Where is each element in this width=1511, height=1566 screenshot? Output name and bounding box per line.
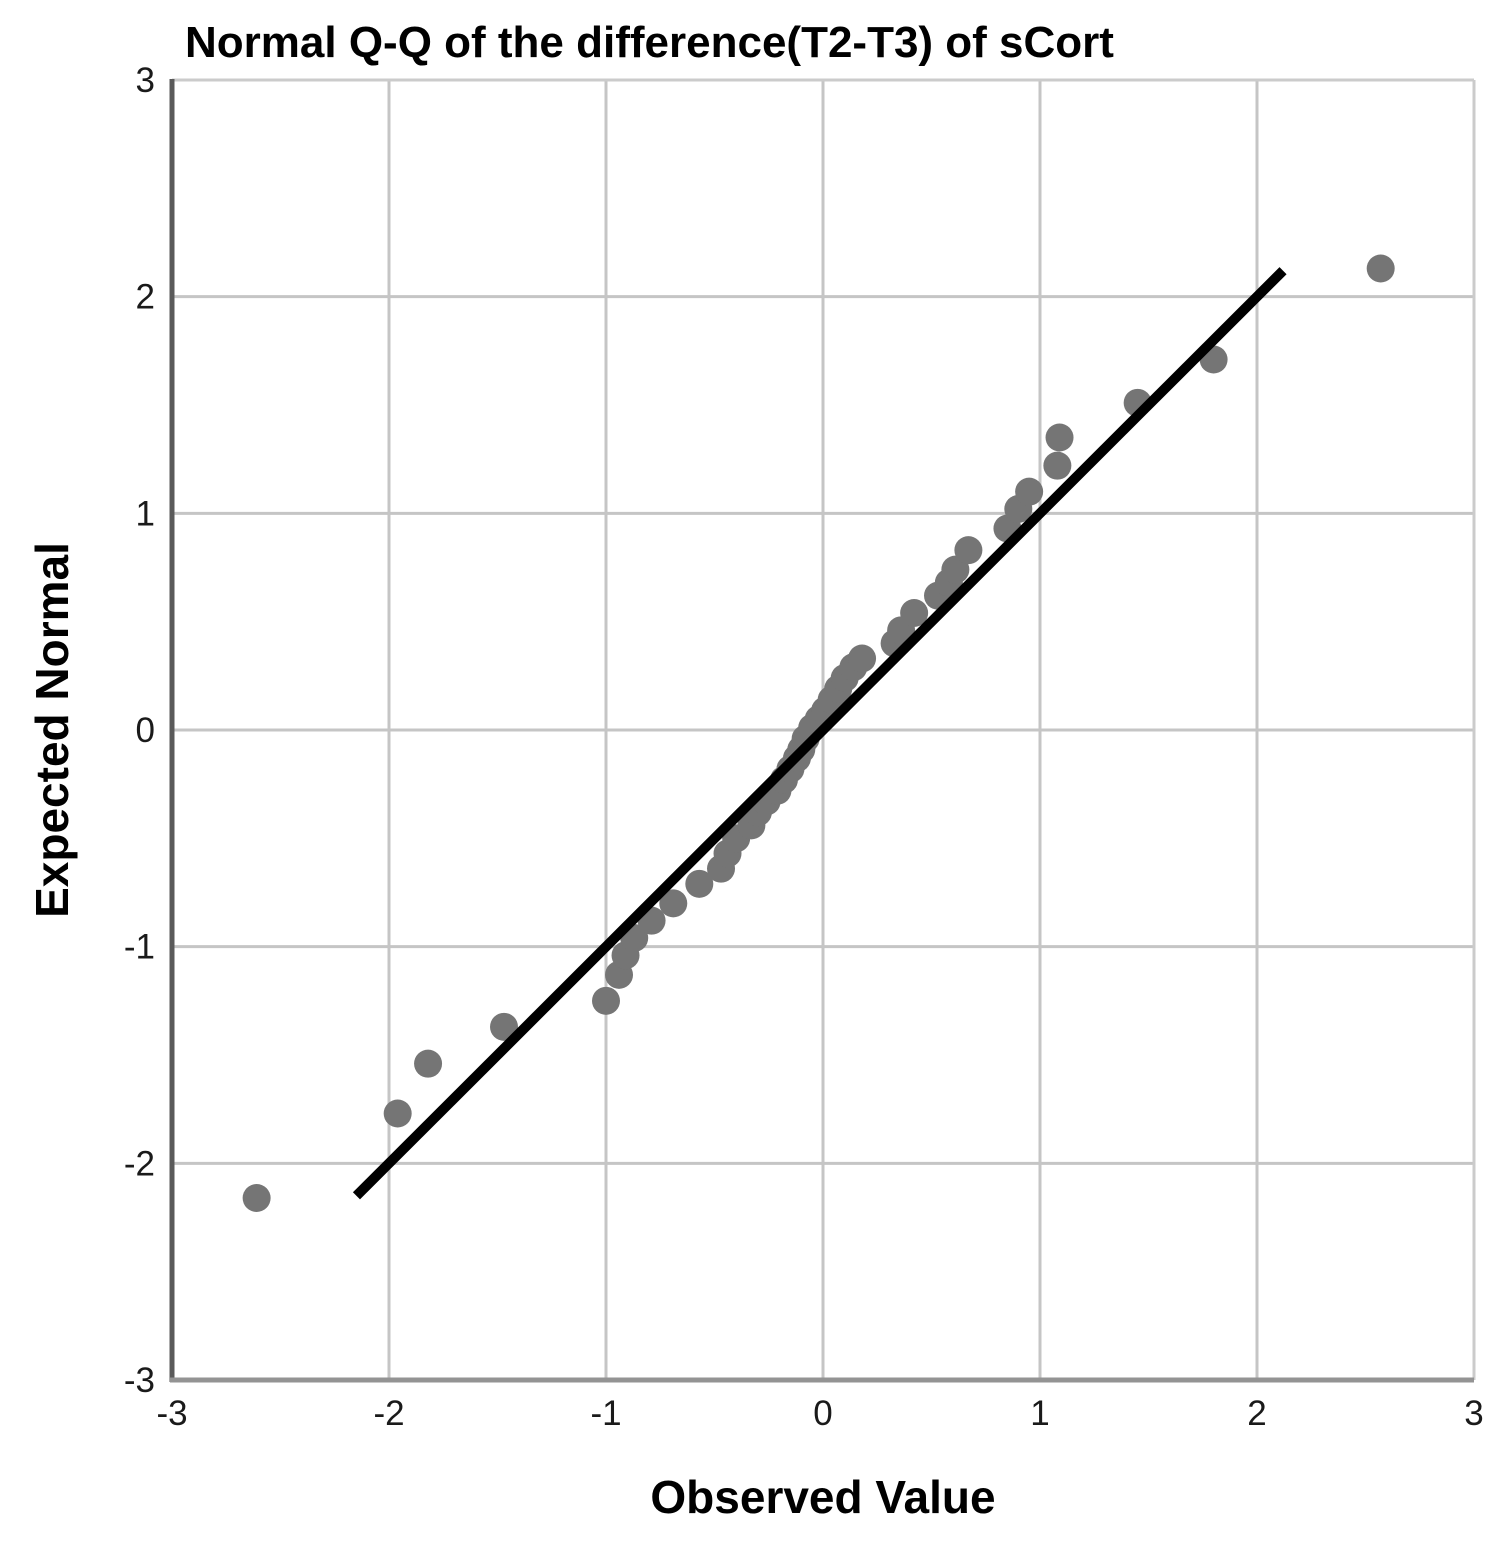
y-tick-label: 3 [136,61,155,100]
data-point [1043,451,1072,480]
y-tick-label: 1 [136,494,155,533]
x-axis-title: Observed Value [650,1471,996,1523]
x-tick-label: 1 [1030,1394,1049,1433]
x-tick-label: -3 [156,1394,187,1433]
data-point [848,644,877,673]
data-point [1015,477,1044,506]
reference-line [352,267,1287,1200]
x-tick-label: -1 [590,1394,621,1433]
x-tick-label: -2 [373,1394,404,1433]
y-tick-label: 2 [136,278,155,317]
y-tick-label: -3 [124,1361,155,1400]
data-point [659,889,688,918]
x-tick-label: 2 [1247,1394,1266,1433]
y-tick-label: -2 [124,1144,155,1183]
x-tick-label: 3 [1464,1394,1483,1433]
data-point [954,536,983,565]
chart-title: Normal Q-Q of the difference(T2-T3) of s… [185,18,1114,67]
data-point [1045,423,1074,452]
y-tick-label: 0 [136,711,155,750]
data-point [414,1049,443,1078]
y-tick-label: -1 [124,928,155,967]
data-point [900,599,929,627]
x-tick-label: 0 [813,1394,832,1433]
data-point [592,986,620,1015]
data-point [383,1099,412,1128]
data-point [490,1012,519,1041]
data-point [685,869,714,898]
data-point [1366,254,1395,283]
data-point [242,1184,271,1212]
